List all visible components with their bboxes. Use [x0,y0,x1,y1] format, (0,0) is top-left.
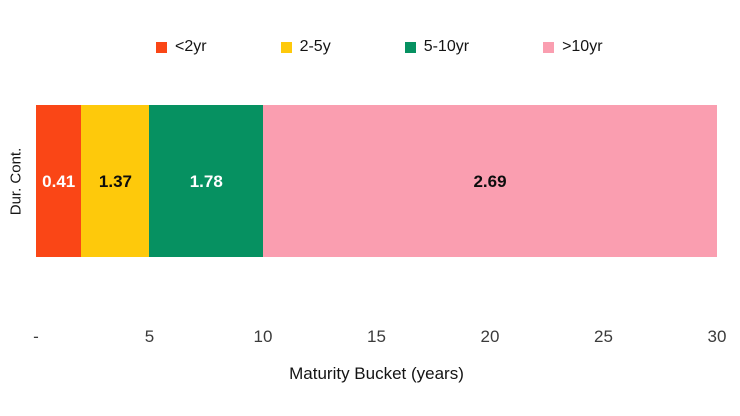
bar-segment-<2yr[interactable]: 0.41 [36,105,82,257]
legend-label: 2-5y [299,38,331,55]
x-tick--: - [33,327,39,346]
legend-item-2-5y[interactable]: 2-5y [280,38,331,55]
bar-segment-2-5y[interactable]: 1.37 [81,105,150,257]
bar-segment-value: 2.69 [473,171,507,191]
x-tick-20: 20 [480,327,500,346]
legend-swatch-icon [280,41,292,53]
x-axis-title: Maturity Bucket (years) [289,364,464,383]
x-axis-ticks: - 5 10 15 20 25 30 [33,326,726,348]
bar-segment-5-10yr[interactable]: 1.78 [149,105,263,257]
x-tick-10: 10 [253,327,273,346]
bar-segment-value: 1.37 [98,171,132,191]
legend: <2yr 2-5y 5-10yr >10yr [156,39,603,55]
legend-label: 5-10yr [423,38,470,55]
legend-item->10yr[interactable]: >10yr [543,38,603,55]
legend-swatch-icon [543,41,555,53]
x-tick-15: 15 [367,327,386,346]
legend-item-5-10yr[interactable]: 5-10yr [404,38,470,55]
legend-swatch-icon [404,41,416,53]
legend-label: <2yr [175,38,207,55]
bar-segment-value: 1.78 [189,171,223,191]
legend-swatch-icon [156,41,167,53]
bar-segment->10yr[interactable]: 2.69 [262,105,717,257]
x-tick-25: 25 [594,327,613,346]
stacked-bar: 0.41 1.37 1.78 2.69 [36,105,717,257]
x-tick-30: 30 [707,327,727,346]
y-axis-title-wrap: Dur. Cont. [0,105,32,257]
x-tick-5: 5 [144,327,155,346]
legend-label: >10yr [562,38,603,55]
y-axis-title: Dur. Cont. [7,147,25,215]
legend-item-<2yr[interactable]: <2yr [156,39,207,55]
bar-segment-value: 0.41 [42,171,76,191]
